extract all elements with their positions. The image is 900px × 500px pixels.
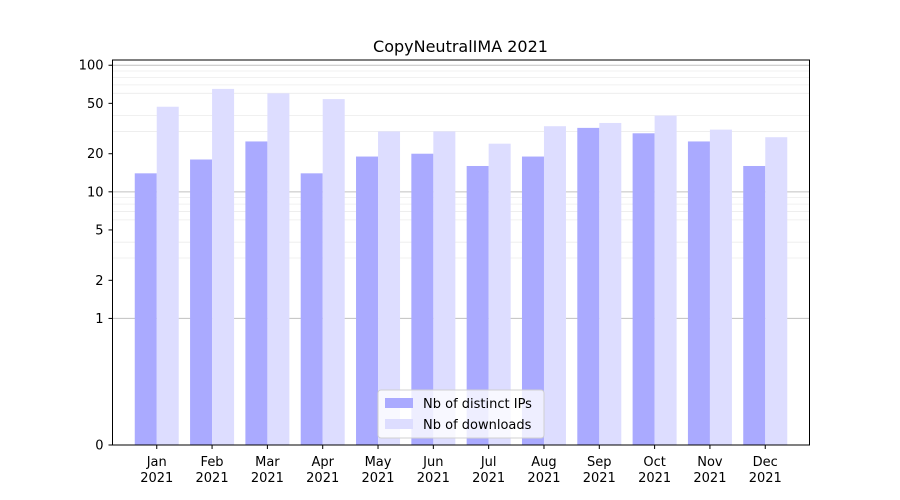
bar-downloads-8: [543, 126, 566, 446]
y-tick-label: 2: [95, 274, 103, 289]
x-tick-label-year: 2021: [361, 471, 394, 486]
x-tick-label-year: 2021: [251, 471, 284, 486]
x-tick-label-month: Feb: [201, 455, 224, 470]
x-tick-label-month: Jan: [146, 455, 167, 470]
chart-title: CopyNeutralIMA 2021: [373, 37, 548, 56]
x-tick-label-month: Apr: [311, 455, 334, 470]
y-tick-label: 100: [79, 59, 104, 74]
x-tick-label-month: May: [365, 455, 392, 470]
x-tick-label-year: 2021: [693, 471, 726, 486]
x-tick-label-month: Dec: [753, 455, 778, 470]
y-tick-label: 20: [87, 147, 104, 162]
bar-downloads-12: [765, 137, 788, 446]
bar-downloads-1: [156, 106, 179, 445]
x-tick-label-month: Jul: [480, 455, 497, 470]
bar-distinct-ips-11: [687, 141, 710, 445]
y-tick-label: 0: [95, 439, 103, 454]
x-tick-label-month: Mar: [255, 455, 280, 470]
legend-swatch: [385, 398, 413, 408]
x-tick-label-year: 2021: [638, 471, 671, 486]
x-tick-label-year: 2021: [196, 471, 229, 486]
bar-distinct-ips-6: [411, 153, 434, 446]
bar-distinct-ips-4: [300, 173, 323, 445]
bar-distinct-ips-10: [632, 133, 655, 445]
legend-box: [377, 389, 545, 439]
bar-downloads-2: [212, 88, 235, 445]
x-tick-label-year: 2021: [417, 471, 450, 486]
bar-distinct-ips-7: [466, 165, 489, 446]
x-tick-label-month: Nov: [697, 455, 723, 470]
x-tick-label-year: 2021: [472, 471, 505, 486]
bar-downloads-10: [654, 115, 677, 445]
y-tick-label: 10: [87, 185, 104, 200]
bar-downloads-7: [488, 143, 511, 445]
bar-distinct-ips-9: [577, 127, 600, 445]
x-axis: Jan2021Feb2021Mar2021Apr2021May2021Jun20…: [140, 445, 782, 486]
legend: Nb of distinct IPs Nb of downloads: [377, 389, 545, 439]
bar-downloads-5: [378, 131, 401, 445]
legend-swatch: [385, 419, 413, 429]
y-tick-label: 1: [95, 312, 103, 327]
plot-frame: [112, 59, 810, 446]
x-tick-label-month: Sep: [587, 455, 612, 470]
x-tick-label-month: Aug: [531, 455, 556, 470]
bar-downloads-6: [433, 131, 456, 445]
x-tick-label-year: 2021: [527, 471, 560, 486]
x-tick-label-year: 2021: [749, 471, 782, 486]
legend-label: Nb of distinct IPs: [423, 397, 532, 412]
bar-downloads-3: [267, 93, 290, 445]
y-tick-label: 50: [87, 97, 104, 112]
x-tick-label-month: Oct: [643, 455, 665, 470]
bar-distinct-ips-3: [245, 141, 268, 445]
bar-distinct-ips-1: [134, 173, 157, 445]
bar-distinct-ips-12: [743, 165, 766, 446]
bar-downloads-4: [322, 99, 345, 445]
bars: [134, 88, 788, 446]
bar-downloads-9: [599, 122, 622, 445]
x-tick-label-year: 2021: [140, 471, 173, 486]
bar-downloads-11: [709, 129, 732, 445]
x-tick-label-year: 2021: [583, 471, 616, 486]
bar-distinct-ips-5: [356, 156, 379, 446]
bar-distinct-ips-2: [190, 159, 213, 445]
y-axis: 0 1 2 5 10 20 50 100: [79, 59, 113, 454]
bar-distinct-ips-8: [521, 156, 544, 446]
legend-label: Nb of downloads: [423, 418, 532, 433]
x-tick-label-month: Jun: [422, 455, 443, 470]
y-tick-label: 5: [95, 223, 103, 238]
x-tick-label-year: 2021: [306, 471, 339, 486]
